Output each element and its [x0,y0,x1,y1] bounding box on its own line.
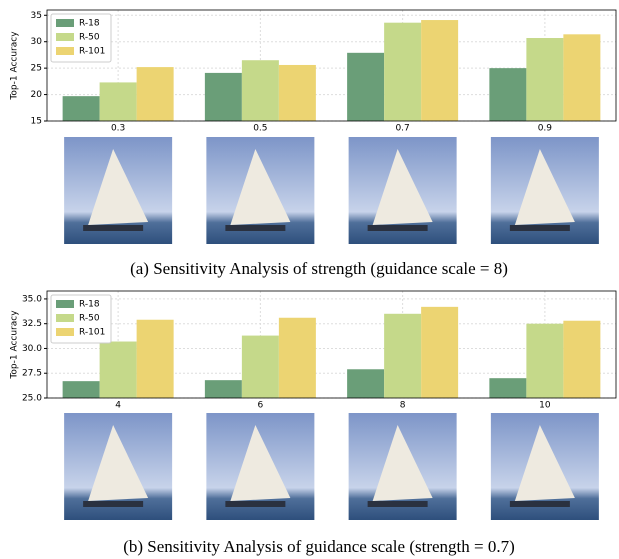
photo-hull [225,225,285,231]
photo-hull [83,225,143,231]
bar [242,60,279,121]
photo-hull [510,501,570,507]
y-tick-label: 35 [31,11,42,21]
bar [526,38,563,121]
y-tick-label: 30 [31,37,43,47]
y-tick-label: 25.0 [22,394,42,404]
bar [279,318,316,398]
bar [100,82,137,121]
x-tick-label: 0.5 [253,124,267,134]
bar [384,314,421,398]
page: 15 20 25 30 35 0.3 0.5 0.7 0.9 Top-1 Accuracy R-18… [0,0,619,559]
legend-swatch [56,314,74,322]
x-tick-label: 10 [539,401,551,411]
x-tick-label: 4 [115,401,121,411]
legend-label: R-50 [79,314,100,324]
x-tick-label: 8 [400,401,406,411]
caption: (b) Sensitivity Analysis of guidance sca… [123,537,515,556]
legend-label: R-101 [79,328,105,338]
y-axis-label: Top-1 Accuracy [10,310,20,380]
bar [563,34,600,121]
photo-hull [368,501,428,507]
x-tick-label: 0.9 [538,124,553,134]
legend-swatch [56,47,74,55]
y-tick-label: 25 [31,64,42,74]
y-tick-label: 27.5 [22,369,42,379]
bar [489,68,526,121]
y-tick-label: 30.0 [22,344,42,354]
legend-swatch [56,19,74,27]
legend-swatch [56,33,74,41]
y-tick-label: 20 [31,90,43,100]
y-axis-label: Top-1 Accuracy [10,31,20,101]
bar [279,65,316,121]
legend-swatch [56,300,74,308]
bar [347,53,384,121]
bar [137,67,174,121]
photo-hull [368,225,428,231]
y-tick-label: 35.0 [22,294,42,304]
x-tick-label: 6 [258,401,264,411]
bar [63,381,100,398]
bar [347,369,384,398]
legend-label: R-50 [79,33,100,43]
bar [384,23,421,121]
photo-hull [510,225,570,231]
x-tick-label: 0.7 [395,124,409,134]
bar [205,380,242,398]
photo-hull [83,501,143,507]
bar [421,307,458,398]
figure: 15 20 25 30 35 0.3 0.5 0.7 0.9 Top-1 Accuracy R-18… [0,0,619,559]
y-tick-label: 32.5 [22,319,42,329]
y-tick-label: 15 [31,117,42,127]
photo-hull [225,501,285,507]
bar [421,20,458,121]
bar [63,96,100,121]
legend-label: R-18 [79,300,100,310]
x-tick-label: 0.3 [111,124,125,134]
bar [526,324,563,398]
bar [100,342,137,398]
bar [563,321,600,398]
bar [489,378,526,398]
legend-swatch [56,328,74,336]
caption: (a) Sensitivity Analysis of strength (gu… [130,259,508,278]
bar [205,73,242,121]
legend-label: R-101 [79,47,105,57]
bar [242,336,279,398]
bar [137,320,174,398]
legend-label: R-18 [79,19,100,29]
